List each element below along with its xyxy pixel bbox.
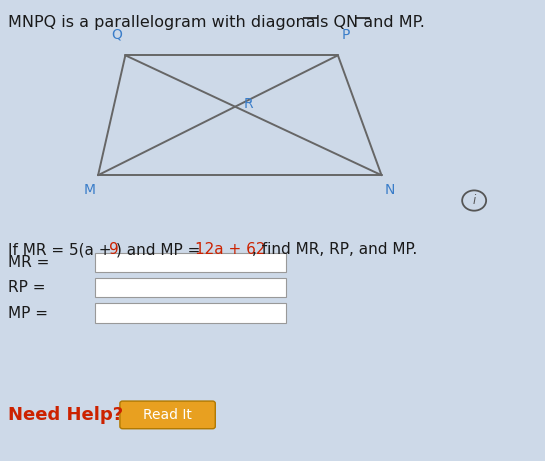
Text: M: M — [84, 183, 96, 197]
Text: , find MR, RP, and MP.: , find MR, RP, and MP. — [252, 242, 417, 257]
FancyBboxPatch shape — [95, 303, 286, 323]
Text: i: i — [473, 194, 476, 207]
Text: RP =: RP = — [8, 280, 46, 295]
Text: Q: Q — [112, 28, 123, 41]
FancyBboxPatch shape — [120, 401, 215, 429]
Text: N: N — [384, 183, 395, 197]
Text: R: R — [243, 97, 253, 111]
Text: MNPQ is a parallelogram with diagonals QN and MP.: MNPQ is a parallelogram with diagonals Q… — [8, 15, 425, 30]
Text: ) and MP =: ) and MP = — [116, 242, 205, 257]
Text: MP =: MP = — [8, 306, 48, 320]
Text: P: P — [342, 28, 350, 41]
Text: Need Help?: Need Help? — [8, 406, 123, 424]
Text: Read It: Read It — [143, 408, 192, 422]
Text: MR =: MR = — [8, 255, 50, 270]
Text: If MR = 5(a +: If MR = 5(a + — [8, 242, 117, 257]
Text: 9: 9 — [108, 242, 118, 257]
Text: 12a + 62: 12a + 62 — [195, 242, 265, 257]
FancyBboxPatch shape — [95, 278, 286, 297]
FancyBboxPatch shape — [95, 253, 286, 272]
